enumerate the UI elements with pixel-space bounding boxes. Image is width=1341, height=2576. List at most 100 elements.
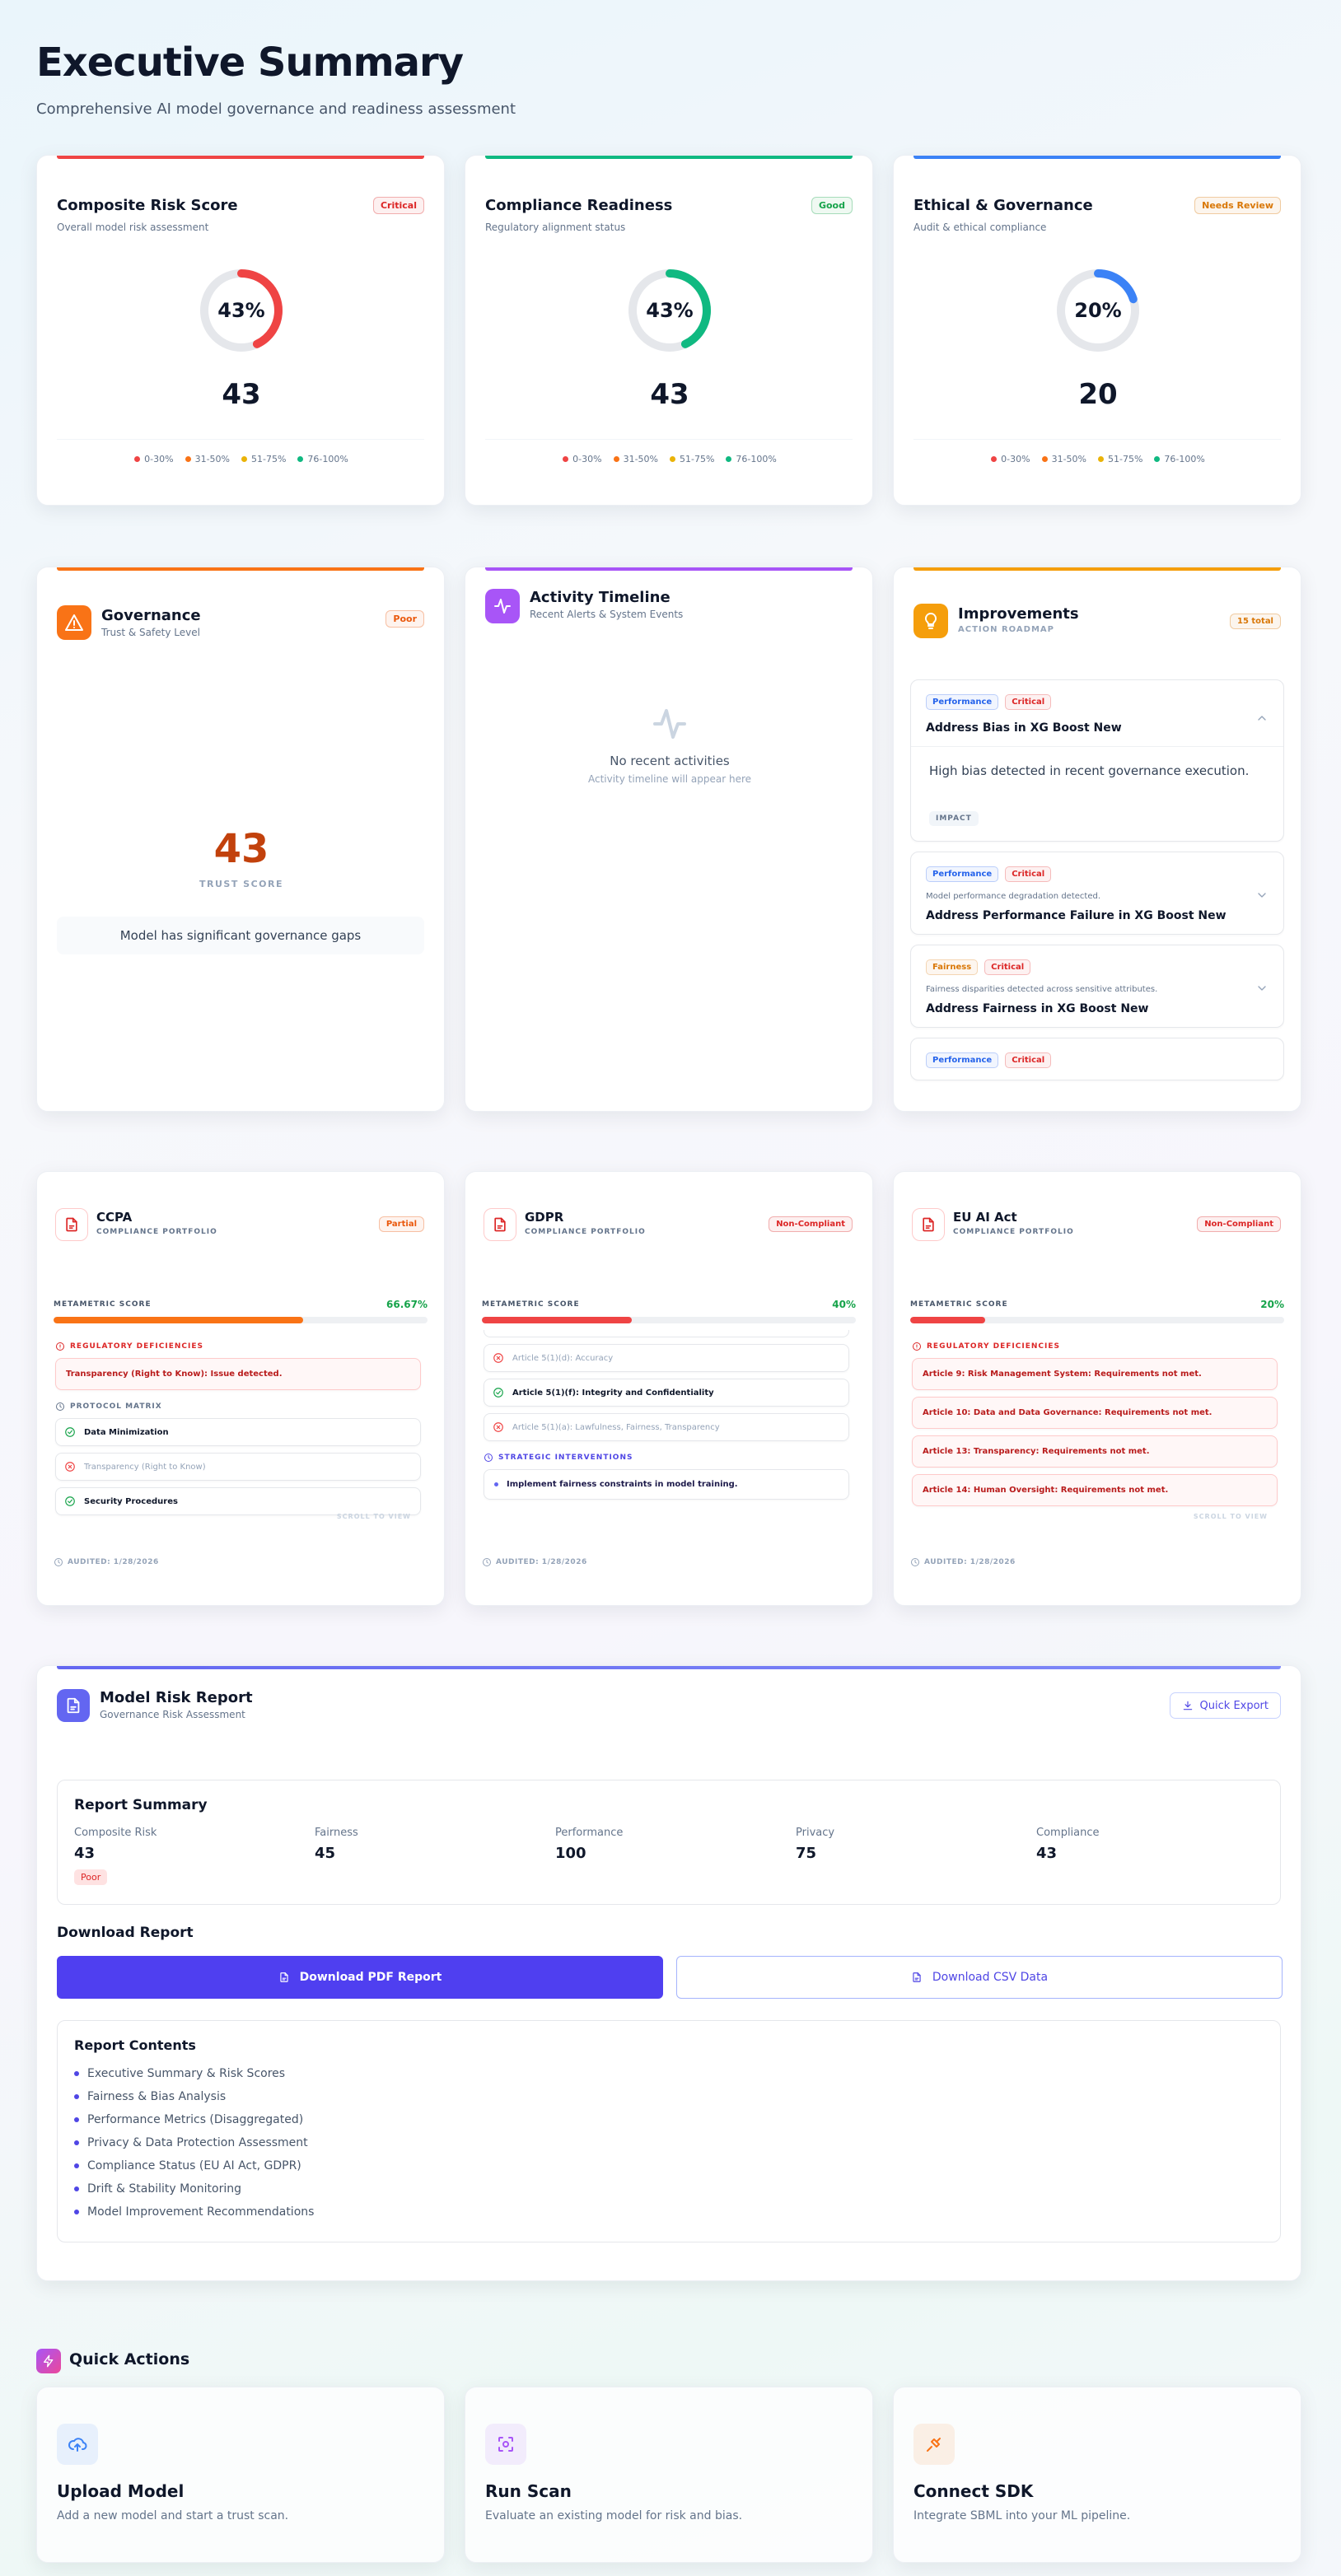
quick-export-button[interactable]: Quick Export (1169, 1692, 1281, 1719)
tag: Performance (926, 866, 999, 882)
icon-part (911, 1558, 919, 1566)
score-label: METAMETRIC SCORE (910, 1300, 1008, 1309)
badge: Poor (385, 610, 424, 628)
card-subtitle: Overall model risk assessment (57, 222, 209, 233)
bulb-icon (924, 612, 937, 629)
legend-dot (134, 456, 141, 462)
progress-bar (54, 1317, 303, 1323)
action-title: Run Scan (485, 2481, 572, 2501)
icon-part (924, 612, 937, 629)
protocol-text: Data Minimization (84, 1427, 169, 1437)
report-card: Model Risk Report Governance Risk Assessm… (36, 1665, 1301, 2281)
progress-track (54, 1317, 428, 1323)
contents-item: Executive Summary & Risk Scores (74, 2067, 285, 2080)
gauge (200, 269, 283, 352)
tag: Critical (1005, 694, 1052, 710)
deficiency: Article 10: Data and Data Governance: Re… (912, 1397, 1278, 1429)
icon-part (914, 1977, 919, 1981)
governance-card: Governance Trust & Safety Level Poor 43 TRUS… (36, 567, 445, 1112)
divider (485, 439, 853, 440)
action-card[interactable]: Upload Model Add a new model and start a … (36, 2387, 445, 2563)
legend-label: 76-100% (1164, 454, 1205, 464)
empty-icon (653, 709, 686, 739)
contents-text: Performance Metrics (Disaggregated) (87, 2113, 304, 2126)
legend-dot (241, 456, 247, 462)
audited: AUDITED: 1/28/2026 (482, 1557, 587, 1567)
warning-icon (65, 614, 83, 631)
icon (912, 1208, 945, 1241)
download-title: Download Report (57, 1925, 194, 1941)
section-heading: REGULATORY DEFICIENCIES (912, 1342, 1281, 1351)
icon-part (54, 1558, 63, 1566)
deficiency: Article 9: Risk Management System: Requi… (912, 1358, 1278, 1390)
icon-part (65, 1496, 75, 1506)
tag: Critical (1005, 866, 1052, 882)
audited-text: AUDITED: 1/28/2026 (924, 1558, 1016, 1566)
progress-track (910, 1317, 1284, 1323)
gauge (1057, 269, 1139, 352)
action-description: Add a new model and start a trust scan. (57, 2509, 289, 2522)
action-card[interactable]: Run Scan Evaluate an existing model for r… (465, 2387, 873, 2563)
summary-title: Report Summary (74, 1797, 208, 1813)
legend-label: 31-50% (194, 454, 230, 464)
tags: Performance Critical (926, 1050, 1269, 1068)
portfolio-name: GDPR (525, 1210, 564, 1225)
audited: AUDITED: 1/28/2026 (54, 1557, 159, 1567)
card-title: Composite Risk Score (57, 197, 238, 214)
metric-label: Compliance (1036, 1827, 1100, 1839)
improvement-title: Address Fairness in XG Boost New (926, 1002, 1149, 1015)
icon-part (500, 1217, 506, 1223)
intervention-text: Implement fairness constraints in model … (507, 1480, 738, 1489)
bullet (494, 1482, 498, 1486)
icon-part (68, 1430, 72, 1435)
section-heading-text: STRATEGIC INTERVENTIONS (498, 1454, 633, 1462)
report-subtitle: Governance Risk Assessment (100, 1709, 245, 1720)
pdf-button[interactable]: Download PDF Report (57, 1956, 663, 1999)
compliance-card: CCPA COMPLIANCE PORTFOLIO Partial METAMETRI… (36, 1171, 445, 1606)
protocol-row: Article 5(1)(d): Accuracy (484, 1344, 849, 1372)
badge: Good (811, 197, 853, 214)
pdf-icon (279, 1972, 288, 1982)
accent-bar (913, 567, 1281, 571)
section-heading: STRATEGIC INTERVENTIONS (484, 1453, 853, 1463)
deficiency: Transparency (Right to Know): Issue dete… (55, 1358, 421, 1390)
scroll-hint: SCROLL TO VIEW (336, 1513, 411, 1520)
icon-part (73, 1697, 80, 1704)
card-subtitle: Recent Alerts & System Events (530, 609, 684, 620)
icon (36, 2349, 61, 2373)
score-value: 43 (650, 378, 689, 411)
section-heading-text: PROTOCOL MATRIX (70, 1402, 162, 1411)
protocol-text: Article 5(1)(f): Integrity and Confident… (512, 1388, 714, 1398)
icon-part (653, 709, 686, 739)
gauge-arc (200, 269, 283, 352)
accent-bar (57, 567, 424, 571)
action-description: Integrate SBML into your ML pipeline. (913, 2509, 1131, 2522)
card-title: Ethical & Governance (913, 197, 1093, 214)
accent-bar (913, 156, 1281, 159)
improvements-card: Improvements ACTION ROADMAP 15 total Perfor… (893, 567, 1301, 1112)
icon-part (488, 1455, 490, 1459)
contents-item: Model Improvement Recommendations (74, 2205, 314, 2219)
action-card[interactable]: Connect SDK Integrate SBML into your ML p… (893, 2387, 1301, 2563)
score-label: METAMETRIC SCORE (54, 1300, 152, 1309)
protocol-row: Data Minimization (55, 1418, 421, 1446)
zap-icon (44, 2354, 54, 2368)
icon-part (496, 1390, 501, 1395)
scroll-area: Article 5(1)(d): Accuracy Article 5(1)(f)… (482, 1330, 853, 1531)
improvement-item: Performance Critical Address Bias in XG Bo… (910, 679, 1284, 842)
report-icon (67, 1697, 80, 1714)
icon-part (494, 599, 511, 614)
icon-part (493, 1353, 503, 1363)
contents-box: Report Contents Executive Summary & Risk … (57, 2020, 1281, 2242)
icon-part (68, 1464, 72, 1469)
bullet (74, 2163, 79, 2168)
section-heading: PROTOCOL MATRIX (55, 1402, 424, 1412)
legend-label: 51-75% (1108, 454, 1143, 464)
pass-icon (65, 1496, 75, 1506)
icon-part (1258, 986, 1266, 991)
trust-score: 43 (213, 826, 269, 872)
csv-button[interactable]: Download CSV Data (676, 1956, 1283, 1999)
icon-part (1183, 1701, 1192, 1710)
icon-part (56, 1402, 64, 1411)
legend-item: 31-50% (1041, 454, 1086, 464)
